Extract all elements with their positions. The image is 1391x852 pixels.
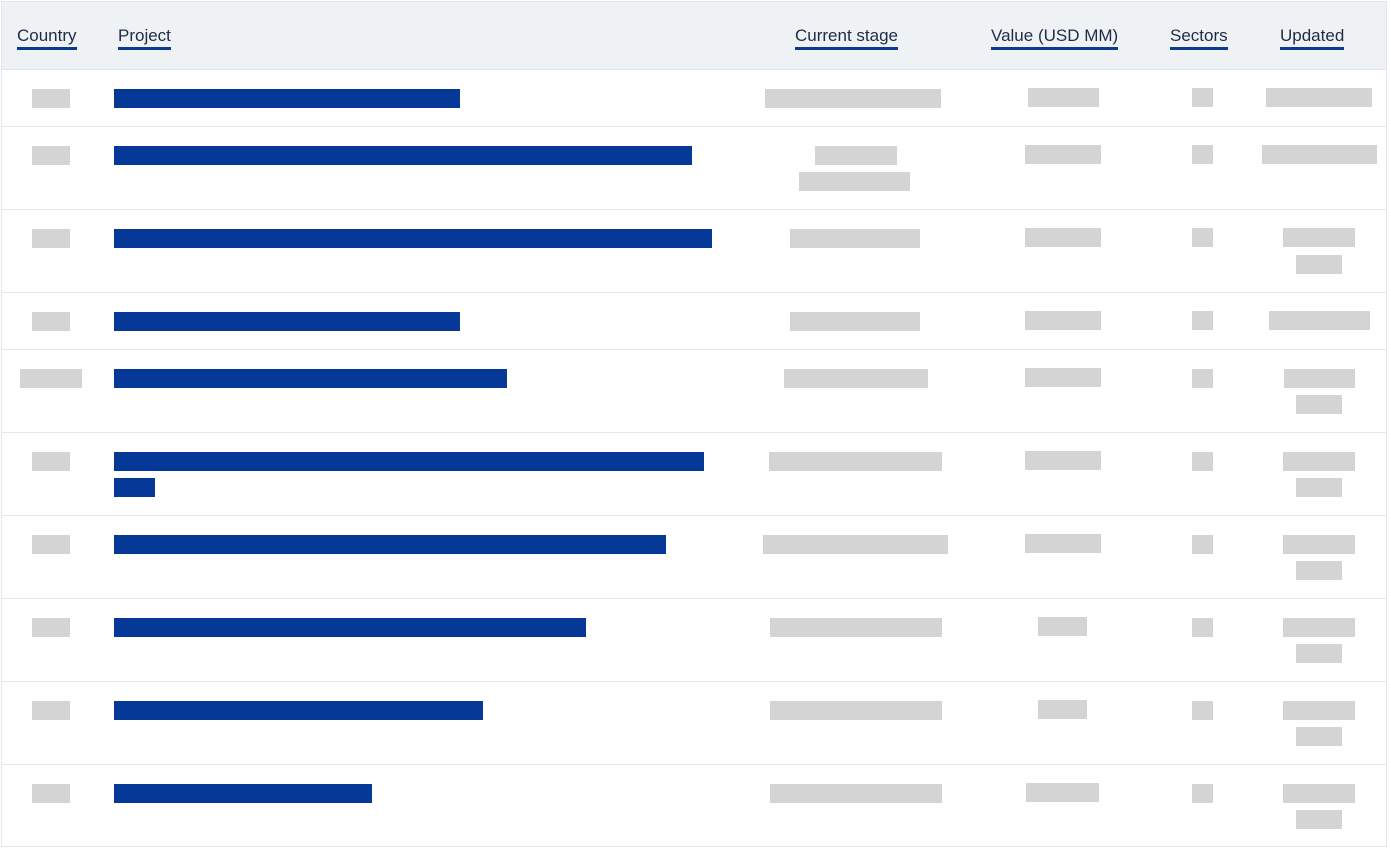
project-link[interactable] <box>114 89 460 108</box>
country-cell <box>32 701 70 720</box>
updated-cell <box>1283 535 1355 554</box>
updated-cell <box>1269 311 1370 330</box>
updated-cell-line2 <box>1296 478 1342 497</box>
stage-cell <box>763 535 948 554</box>
value-cell <box>1038 700 1087 719</box>
column-header-current-stage[interactable]: Current stage <box>795 26 898 50</box>
updated-cell-line2 <box>1296 810 1342 829</box>
column-header-project[interactable]: Project <box>118 26 171 50</box>
updated-cell <box>1283 452 1355 471</box>
table-row[interactable] <box>2 293 1386 350</box>
sectors-cell <box>1192 311 1213 330</box>
updated-cell <box>1262 145 1377 164</box>
country-cell <box>32 618 70 637</box>
project-link-line2[interactable] <box>114 478 155 497</box>
project-link[interactable] <box>114 701 483 720</box>
table-row[interactable] <box>2 599 1386 682</box>
table-row[interactable] <box>2 516 1386 599</box>
table-row[interactable] <box>2 682 1386 765</box>
value-cell <box>1025 311 1101 330</box>
column-header-sectors[interactable]: Sectors <box>1170 26 1228 50</box>
country-cell <box>32 452 70 471</box>
table-row[interactable] <box>2 127 1386 210</box>
value-cell <box>1026 783 1099 802</box>
project-link[interactable] <box>114 146 692 165</box>
value-cell <box>1028 88 1099 107</box>
sectors-cell <box>1192 88 1213 107</box>
country-cell <box>32 784 70 803</box>
updated-cell <box>1283 701 1355 720</box>
value-cell <box>1025 368 1101 387</box>
column-header-country[interactable]: Country <box>17 26 77 50</box>
updated-cell-line2 <box>1296 561 1342 580</box>
country-cell <box>32 535 70 554</box>
sectors-cell <box>1192 701 1213 720</box>
stage-cell <box>815 146 897 165</box>
stage-cell <box>790 229 920 248</box>
table-header: Country Project Current stage Value (USD… <box>2 2 1386 70</box>
updated-cell <box>1283 618 1355 637</box>
updated-cell <box>1266 88 1372 107</box>
project-link[interactable] <box>114 618 586 637</box>
column-header-updated[interactable]: Updated <box>1280 26 1345 50</box>
stage-cell <box>790 312 920 331</box>
sectors-cell <box>1192 535 1213 554</box>
column-header-value[interactable]: Value (USD MM) <box>991 26 1119 50</box>
table-row[interactable] <box>2 210 1386 293</box>
updated-cell-line2 <box>1296 395 1342 414</box>
project-link[interactable] <box>114 535 666 554</box>
sectors-cell <box>1192 228 1213 247</box>
stage-cell <box>770 784 942 803</box>
sectors-cell <box>1192 618 1213 637</box>
sectors-cell <box>1192 784 1213 803</box>
project-link[interactable] <box>114 452 704 471</box>
table-row[interactable] <box>2 70 1386 127</box>
value-cell <box>1025 451 1101 470</box>
country-cell <box>20 369 82 388</box>
stage-cell <box>769 452 942 471</box>
stage-cell <box>770 701 942 720</box>
project-link[interactable] <box>114 229 712 248</box>
stage-cell <box>770 618 942 637</box>
value-cell <box>1025 228 1101 247</box>
project-link[interactable] <box>114 784 372 803</box>
table-row[interactable] <box>2 350 1386 433</box>
table-row[interactable] <box>2 433 1386 516</box>
country-cell <box>32 146 70 165</box>
country-cell <box>32 89 70 108</box>
table-row[interactable] <box>2 765 1386 847</box>
stage-cell <box>784 369 928 388</box>
sectors-cell <box>1192 145 1213 164</box>
sectors-cell <box>1192 369 1213 388</box>
stage-cell <box>765 89 941 108</box>
country-cell <box>32 312 70 331</box>
value-cell <box>1025 145 1101 164</box>
updated-cell <box>1284 369 1355 388</box>
updated-cell-line2 <box>1296 255 1342 274</box>
value-cell <box>1025 534 1101 553</box>
updated-cell <box>1283 784 1355 803</box>
stage-cell-line2 <box>799 172 910 191</box>
updated-cell <box>1283 228 1355 247</box>
updated-cell-line2 <box>1296 727 1342 746</box>
value-cell <box>1038 617 1087 636</box>
project-link[interactable] <box>114 369 507 388</box>
updated-cell-line2 <box>1296 644 1342 663</box>
project-link[interactable] <box>114 312 460 331</box>
sectors-cell <box>1192 452 1213 471</box>
country-cell <box>32 229 70 248</box>
